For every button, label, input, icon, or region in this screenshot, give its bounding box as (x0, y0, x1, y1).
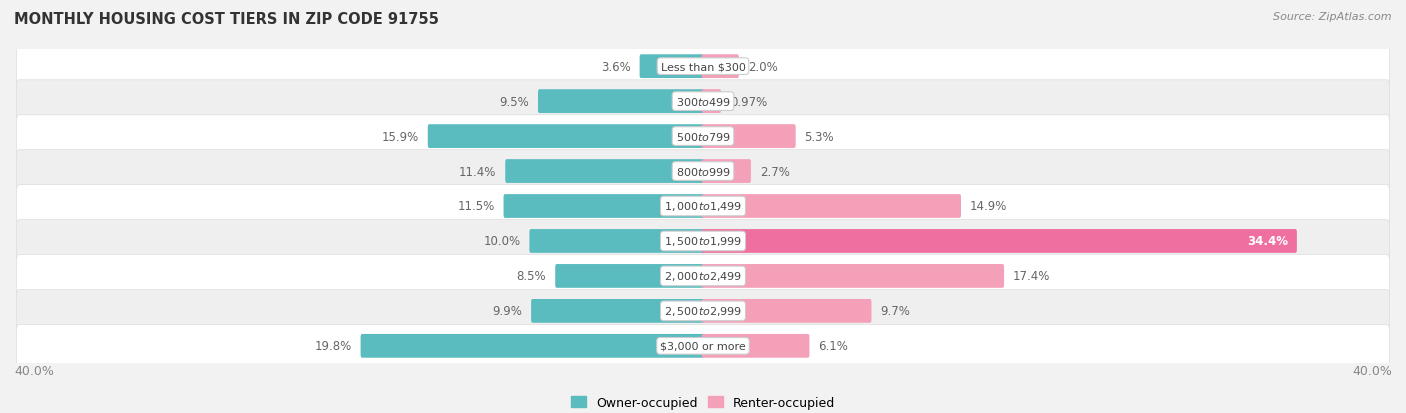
Text: 17.4%: 17.4% (1012, 270, 1050, 283)
FancyBboxPatch shape (17, 255, 1389, 297)
FancyBboxPatch shape (640, 55, 704, 79)
FancyBboxPatch shape (702, 264, 1004, 288)
Text: 10.0%: 10.0% (484, 235, 520, 248)
Text: 5.3%: 5.3% (804, 130, 834, 143)
FancyBboxPatch shape (503, 195, 704, 218)
FancyBboxPatch shape (17, 116, 1389, 158)
FancyBboxPatch shape (702, 334, 810, 358)
FancyBboxPatch shape (17, 46, 1389, 88)
Text: 8.5%: 8.5% (516, 270, 547, 283)
FancyBboxPatch shape (17, 150, 1389, 193)
Text: 6.1%: 6.1% (818, 339, 848, 352)
Text: 15.9%: 15.9% (381, 130, 419, 143)
Text: 11.5%: 11.5% (457, 200, 495, 213)
Text: Source: ZipAtlas.com: Source: ZipAtlas.com (1274, 12, 1392, 22)
FancyBboxPatch shape (702, 125, 796, 149)
FancyBboxPatch shape (427, 125, 704, 149)
Text: $1,000 to $1,499: $1,000 to $1,499 (664, 200, 742, 213)
FancyBboxPatch shape (530, 230, 704, 253)
Text: 9.9%: 9.9% (492, 305, 522, 318)
FancyBboxPatch shape (702, 299, 872, 323)
Text: 2.7%: 2.7% (759, 165, 790, 178)
FancyBboxPatch shape (555, 264, 704, 288)
FancyBboxPatch shape (17, 220, 1389, 263)
FancyBboxPatch shape (538, 90, 704, 114)
Text: $300 to $499: $300 to $499 (675, 96, 731, 108)
Text: 11.4%: 11.4% (458, 165, 496, 178)
Text: $500 to $799: $500 to $799 (675, 131, 731, 143)
FancyBboxPatch shape (17, 185, 1389, 228)
Text: $2,000 to $2,499: $2,000 to $2,499 (664, 270, 742, 283)
Text: 3.6%: 3.6% (600, 61, 631, 74)
Text: 9.5%: 9.5% (499, 95, 529, 108)
FancyBboxPatch shape (702, 90, 721, 114)
FancyBboxPatch shape (702, 55, 738, 79)
FancyBboxPatch shape (531, 299, 704, 323)
FancyBboxPatch shape (360, 334, 704, 358)
Text: 19.8%: 19.8% (315, 339, 352, 352)
Text: 34.4%: 34.4% (1247, 235, 1289, 248)
Text: Less than $300: Less than $300 (661, 62, 745, 72)
Text: $3,000 or more: $3,000 or more (661, 341, 745, 351)
Text: 40.0%: 40.0% (1353, 364, 1392, 377)
FancyBboxPatch shape (505, 160, 704, 183)
Text: MONTHLY HOUSING COST TIERS IN ZIP CODE 91755: MONTHLY HOUSING COST TIERS IN ZIP CODE 9… (14, 12, 439, 27)
Text: 40.0%: 40.0% (14, 364, 53, 377)
Legend: Owner-occupied, Renter-occupied: Owner-occupied, Renter-occupied (567, 391, 839, 413)
FancyBboxPatch shape (17, 325, 1389, 367)
FancyBboxPatch shape (702, 230, 1296, 253)
Text: $1,500 to $1,999: $1,500 to $1,999 (664, 235, 742, 248)
Text: 0.97%: 0.97% (730, 95, 768, 108)
FancyBboxPatch shape (17, 290, 1389, 332)
FancyBboxPatch shape (702, 195, 962, 218)
Text: 2.0%: 2.0% (748, 61, 778, 74)
Text: $800 to $999: $800 to $999 (675, 166, 731, 178)
Text: 14.9%: 14.9% (970, 200, 1007, 213)
FancyBboxPatch shape (702, 160, 751, 183)
Text: $2,500 to $2,999: $2,500 to $2,999 (664, 305, 742, 318)
Text: 9.7%: 9.7% (880, 305, 910, 318)
FancyBboxPatch shape (17, 81, 1389, 123)
